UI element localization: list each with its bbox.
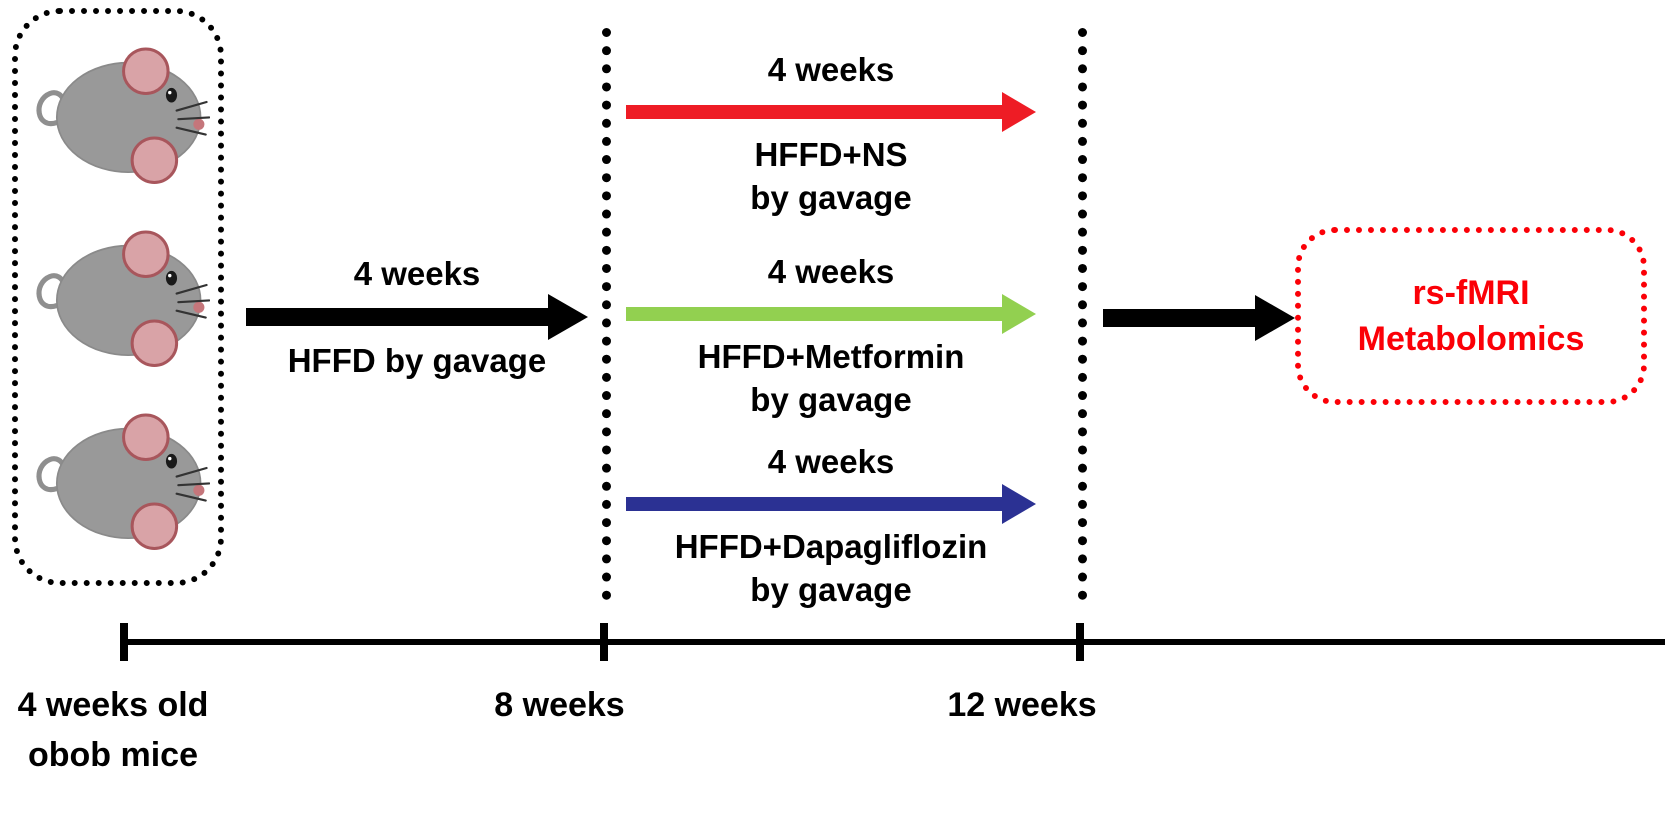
mouse-icon: [26, 402, 210, 558]
group-duration-label: 4 weeks: [767, 51, 895, 88]
subjects-box: [12, 8, 224, 586]
mouse-icon: [26, 219, 210, 375]
timepoint-divider-12-weeks: [1078, 28, 1087, 600]
arrow-head: [1002, 92, 1036, 132]
timeline-8-weeks-label: 8 weeks: [494, 686, 625, 724]
timeline-start-label: 4 weeks old obob mice: [2, 680, 224, 780]
group-route-label: by gavage: [750, 179, 912, 216]
phase1-treatment-label: HFFD by gavage: [287, 342, 547, 379]
timepoint-divider-8-weeks: [602, 28, 611, 600]
group-treatment-label: HFFD+Dapagliflozin: [674, 528, 988, 565]
mouse-icon: [26, 36, 210, 192]
arrow-shaft: [626, 497, 1002, 511]
arrow-head: [1255, 295, 1295, 341]
phase1-arrow: [246, 294, 588, 340]
outcome-line-rs-fmri: rs-fMRI: [1412, 274, 1530, 312]
timeline-start-label-line2: obob mice: [27, 736, 199, 774]
group-treatment-label: HFFD+NS: [754, 136, 908, 173]
timeline-tick-8-weeks: [600, 623, 608, 661]
arrow-shaft: [246, 308, 548, 326]
group-duration-label: 4 weeks: [767, 253, 895, 290]
group-route-label: by gavage: [750, 381, 912, 418]
timeline-start-label-line1: 4 weeks old: [17, 686, 209, 724]
outcome-box: rs-fMRI Metabolomics: [1295, 227, 1647, 405]
timeline-tick-start: [120, 623, 128, 661]
phase1-hffd-runin: 4 weeks HFFD by gavage: [246, 252, 588, 382]
timeline-axis: [122, 639, 1665, 645]
group-arrow-red: [626, 92, 1036, 132]
treatment-group-hffd-ns: 4 weeks HFFD+NS by gavage: [606, 48, 1056, 219]
group-treatment-label: HFFD+Metformin: [697, 338, 965, 375]
arrow-head: [548, 294, 588, 340]
arrow-head: [1002, 484, 1036, 524]
group-arrow-green: [626, 294, 1036, 334]
group-route-label: by gavage: [750, 571, 912, 608]
arrow-head: [1002, 294, 1036, 334]
timeline-12-weeks-label: 12 weeks: [947, 686, 1097, 724]
group-arrow-blue: [626, 484, 1036, 524]
phase1-duration-label: 4 weeks: [353, 255, 481, 292]
arrow-shaft: [626, 105, 1002, 119]
treatment-group-hffd-dapagliflozin: 4 weeks HFFD+Dapagliflozin by gavage: [606, 440, 1056, 611]
transition-arrow: [1103, 295, 1295, 341]
group-duration-label: 4 weeks: [767, 443, 895, 480]
outcome-line-metabolomics: Metabolomics: [1357, 320, 1585, 358]
treatment-group-hffd-metformin: 4 weeks HFFD+Metformin by gavage: [606, 250, 1056, 421]
arrow-shaft: [1103, 309, 1255, 327]
arrow-shaft: [626, 307, 1002, 321]
timeline-tick-12-weeks: [1076, 623, 1084, 661]
